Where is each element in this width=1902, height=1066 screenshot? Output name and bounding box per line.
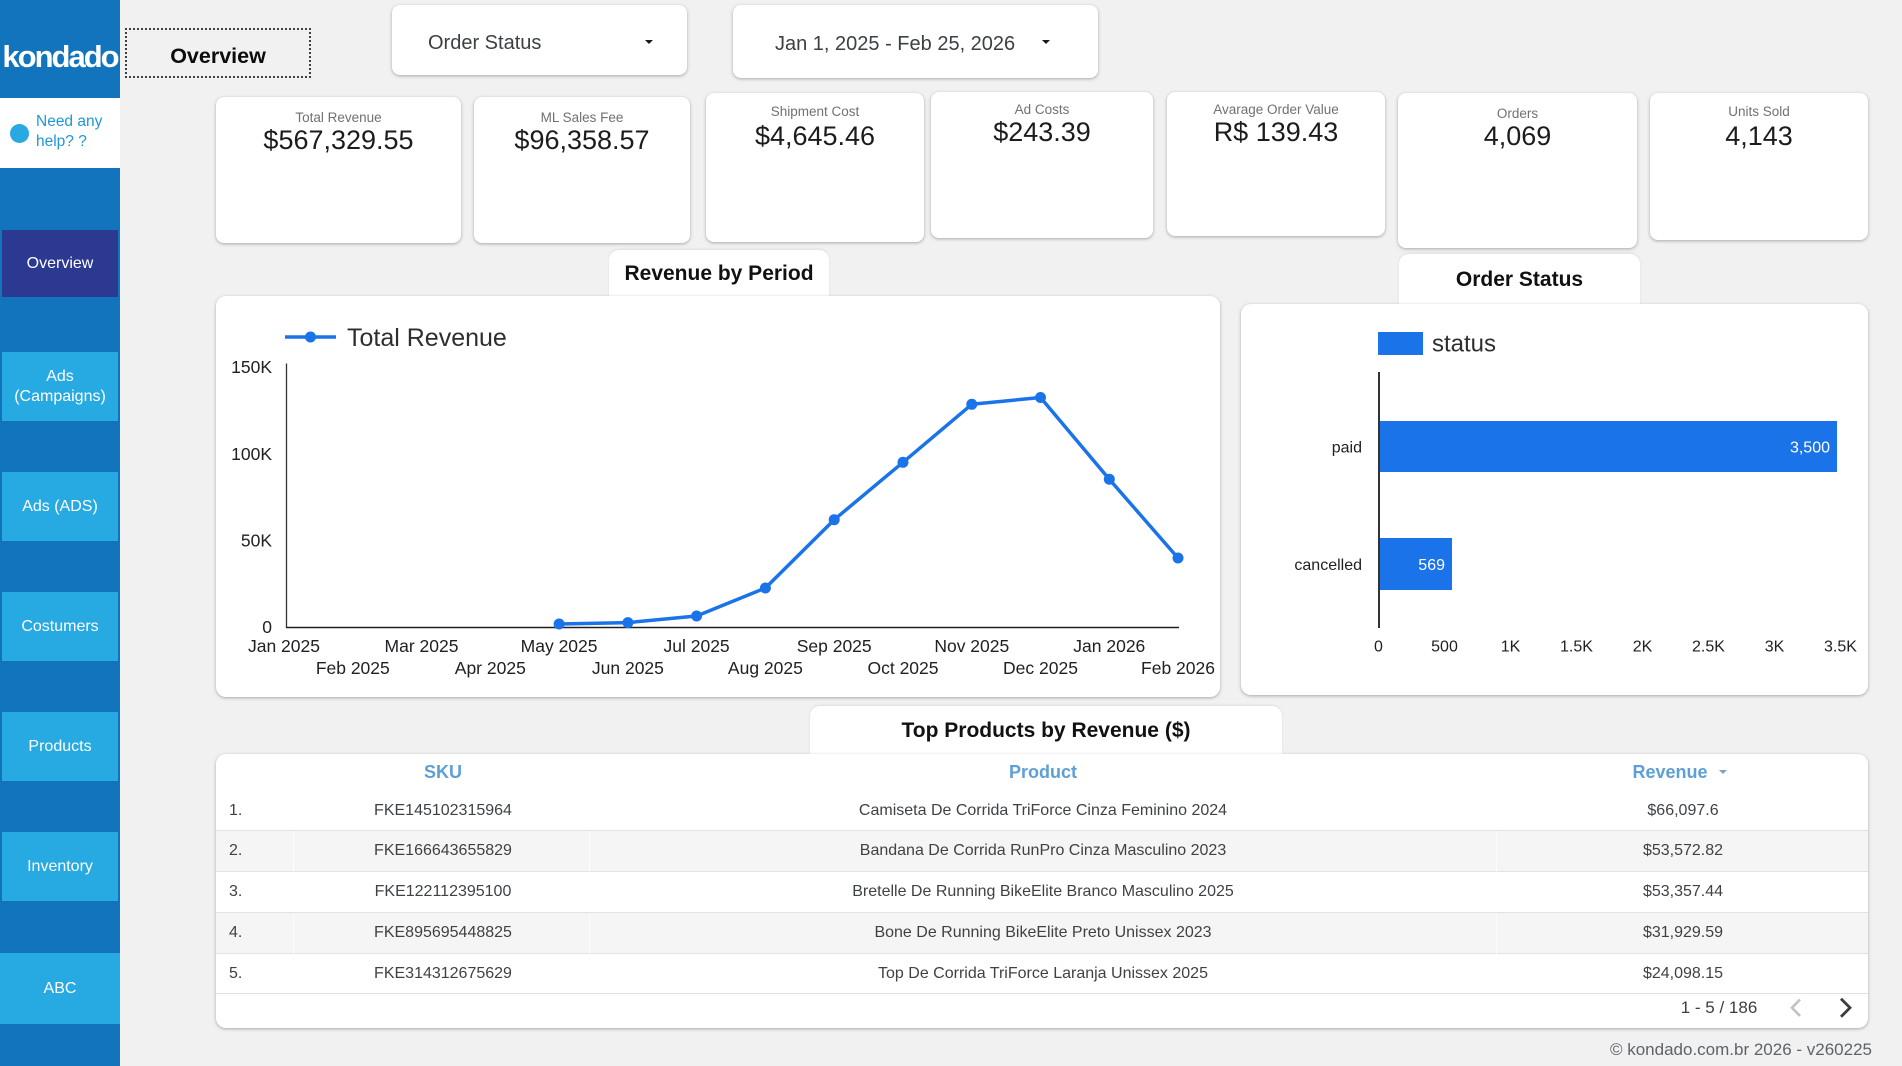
- svg-text:Jun 2025: Jun 2025: [592, 658, 664, 678]
- svg-text:Sep 2025: Sep 2025: [797, 636, 872, 656]
- svg-text:3,500: 3,500: [1790, 440, 1830, 457]
- svg-text:Dec 2025: Dec 2025: [1003, 658, 1078, 678]
- svg-text:Mar 2025: Mar 2025: [385, 636, 459, 656]
- svg-text:Jul 2025: Jul 2025: [664, 636, 730, 656]
- svg-text:500: 500: [1431, 639, 1458, 656]
- svg-text:0: 0: [262, 617, 272, 637]
- svg-text:150K: 150K: [231, 357, 272, 377]
- svg-text:Apr 2025: Apr 2025: [455, 658, 526, 678]
- svg-text:1.5K: 1.5K: [1560, 639, 1593, 656]
- svg-text:1K: 1K: [1501, 639, 1521, 656]
- svg-text:Aug 2025: Aug 2025: [728, 658, 803, 678]
- svg-text:Jan 2026: Jan 2026: [1073, 636, 1145, 656]
- svg-text:3K: 3K: [1765, 639, 1785, 656]
- svg-text:Feb 2026: Feb 2026: [1141, 658, 1215, 678]
- svg-text:Jan 2025: Jan 2025: [248, 636, 320, 656]
- svg-text:2.5K: 2.5K: [1692, 639, 1725, 656]
- svg-text:status: status: [1432, 331, 1496, 358]
- svg-text:3.5K: 3.5K: [1824, 639, 1857, 656]
- svg-text:2K: 2K: [1633, 639, 1653, 656]
- svg-text:Oct 2025: Oct 2025: [867, 658, 938, 678]
- svg-text:May 2025: May 2025: [521, 636, 598, 656]
- svg-text:Total Revenue: Total Revenue: [347, 324, 507, 352]
- svg-text:50K: 50K: [241, 531, 272, 551]
- svg-text:Feb 2025: Feb 2025: [316, 658, 390, 678]
- svg-text:569: 569: [1418, 557, 1445, 574]
- svg-text:Nov 2025: Nov 2025: [934, 636, 1009, 656]
- svg-text:0: 0: [1374, 639, 1383, 656]
- svg-text:100K: 100K: [231, 444, 272, 464]
- svg-text:cancelled: cancelled: [1294, 557, 1362, 574]
- svg-text:paid: paid: [1332, 440, 1362, 457]
